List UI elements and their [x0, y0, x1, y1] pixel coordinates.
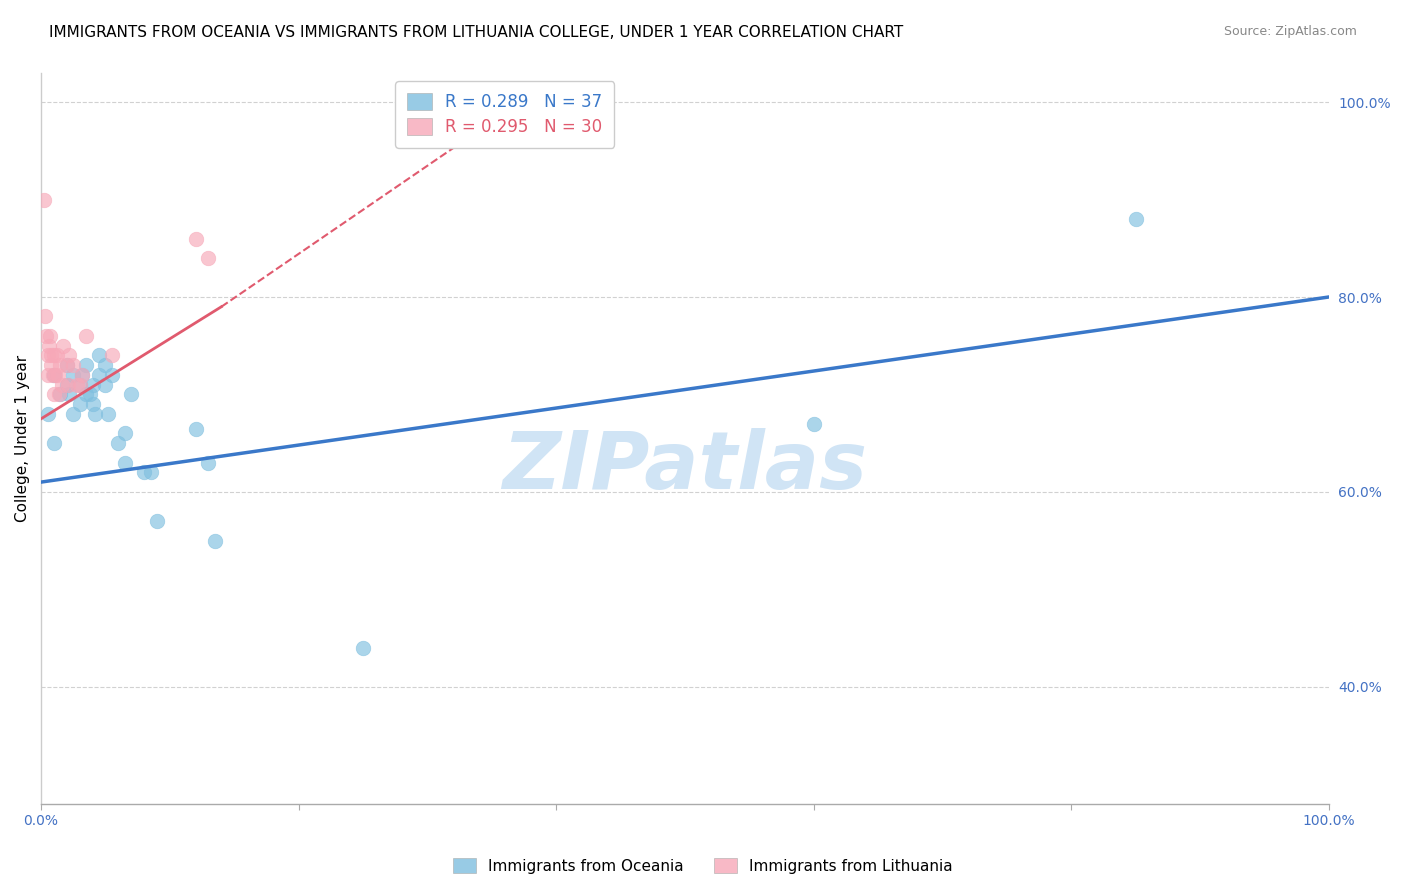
Point: [56, 358, 79, 372]
Point: [37, 407, 59, 421]
Point: [120, 387, 142, 401]
Point: [66, 377, 89, 392]
Point: [139, 466, 162, 480]
Point: [146, 514, 169, 528]
Point: [197, 456, 219, 470]
Point: [75, 387, 97, 401]
Point: [49, 387, 72, 401]
Point: [69, 397, 91, 411]
Point: [45, 348, 67, 362]
Point: [35, 329, 58, 343]
Point: [72, 368, 94, 382]
Point: [69, 377, 91, 392]
Point: [34, 310, 56, 324]
Point: [132, 466, 155, 480]
Text: Source: ZipAtlas.com: Source: ZipAtlas.com: [1223, 25, 1357, 38]
Point: [32, 193, 55, 207]
Point: [352, 640, 374, 655]
Point: [46, 368, 69, 382]
Point: [42, 368, 65, 382]
Point: [42, 348, 65, 362]
Point: [84, 407, 107, 421]
Point: [41, 368, 63, 382]
Point: [184, 421, 207, 435]
Point: [803, 417, 825, 431]
Point: [37, 348, 59, 362]
Point: [184, 231, 207, 245]
Point: [75, 329, 97, 343]
Point: [75, 358, 97, 372]
Point: [62, 368, 84, 382]
Point: [58, 348, 80, 362]
Point: [1125, 212, 1147, 227]
Y-axis label: College, Under 1 year: College, Under 1 year: [15, 355, 30, 522]
Point: [94, 377, 117, 392]
Point: [72, 368, 94, 382]
Text: ZIPatlas: ZIPatlas: [502, 428, 868, 507]
Point: [62, 407, 84, 421]
Point: [62, 358, 84, 372]
Legend: R = 0.289   N = 37, R = 0.295   N = 30: R = 0.289 N = 37, R = 0.295 N = 30: [395, 81, 614, 148]
Point: [87, 348, 110, 362]
Point: [39, 329, 62, 343]
Point: [49, 358, 72, 372]
Text: IMMIGRANTS FROM OCEANIA VS IMMIGRANTS FROM LITHUANIA COLLEGE, UNDER 1 YEAR CORRE: IMMIGRANTS FROM OCEANIA VS IMMIGRANTS FR…: [49, 25, 904, 40]
Point: [69, 377, 91, 392]
Point: [51, 377, 73, 392]
Point: [42, 387, 65, 401]
Point: [52, 339, 75, 353]
Point: [197, 251, 219, 265]
Point: [204, 533, 226, 548]
Point: [82, 377, 104, 392]
Point: [97, 407, 120, 421]
Point: [79, 387, 101, 401]
Point: [94, 358, 117, 372]
Point: [38, 339, 60, 353]
Point: [114, 426, 136, 441]
Point: [101, 348, 124, 362]
Point: [114, 456, 136, 470]
Point: [48, 387, 70, 401]
Point: [58, 387, 80, 401]
Point: [41, 358, 63, 372]
Point: [44, 368, 66, 382]
Point: [56, 377, 79, 392]
Point: [37, 368, 59, 382]
Point: [107, 436, 129, 450]
Point: [101, 368, 124, 382]
Point: [42, 436, 65, 450]
Point: [82, 397, 104, 411]
Point: [56, 377, 79, 392]
Point: [41, 348, 63, 362]
Legend: Immigrants from Oceania, Immigrants from Lithuania: Immigrants from Oceania, Immigrants from…: [447, 852, 959, 880]
Point: [87, 368, 110, 382]
Point: [56, 358, 79, 372]
